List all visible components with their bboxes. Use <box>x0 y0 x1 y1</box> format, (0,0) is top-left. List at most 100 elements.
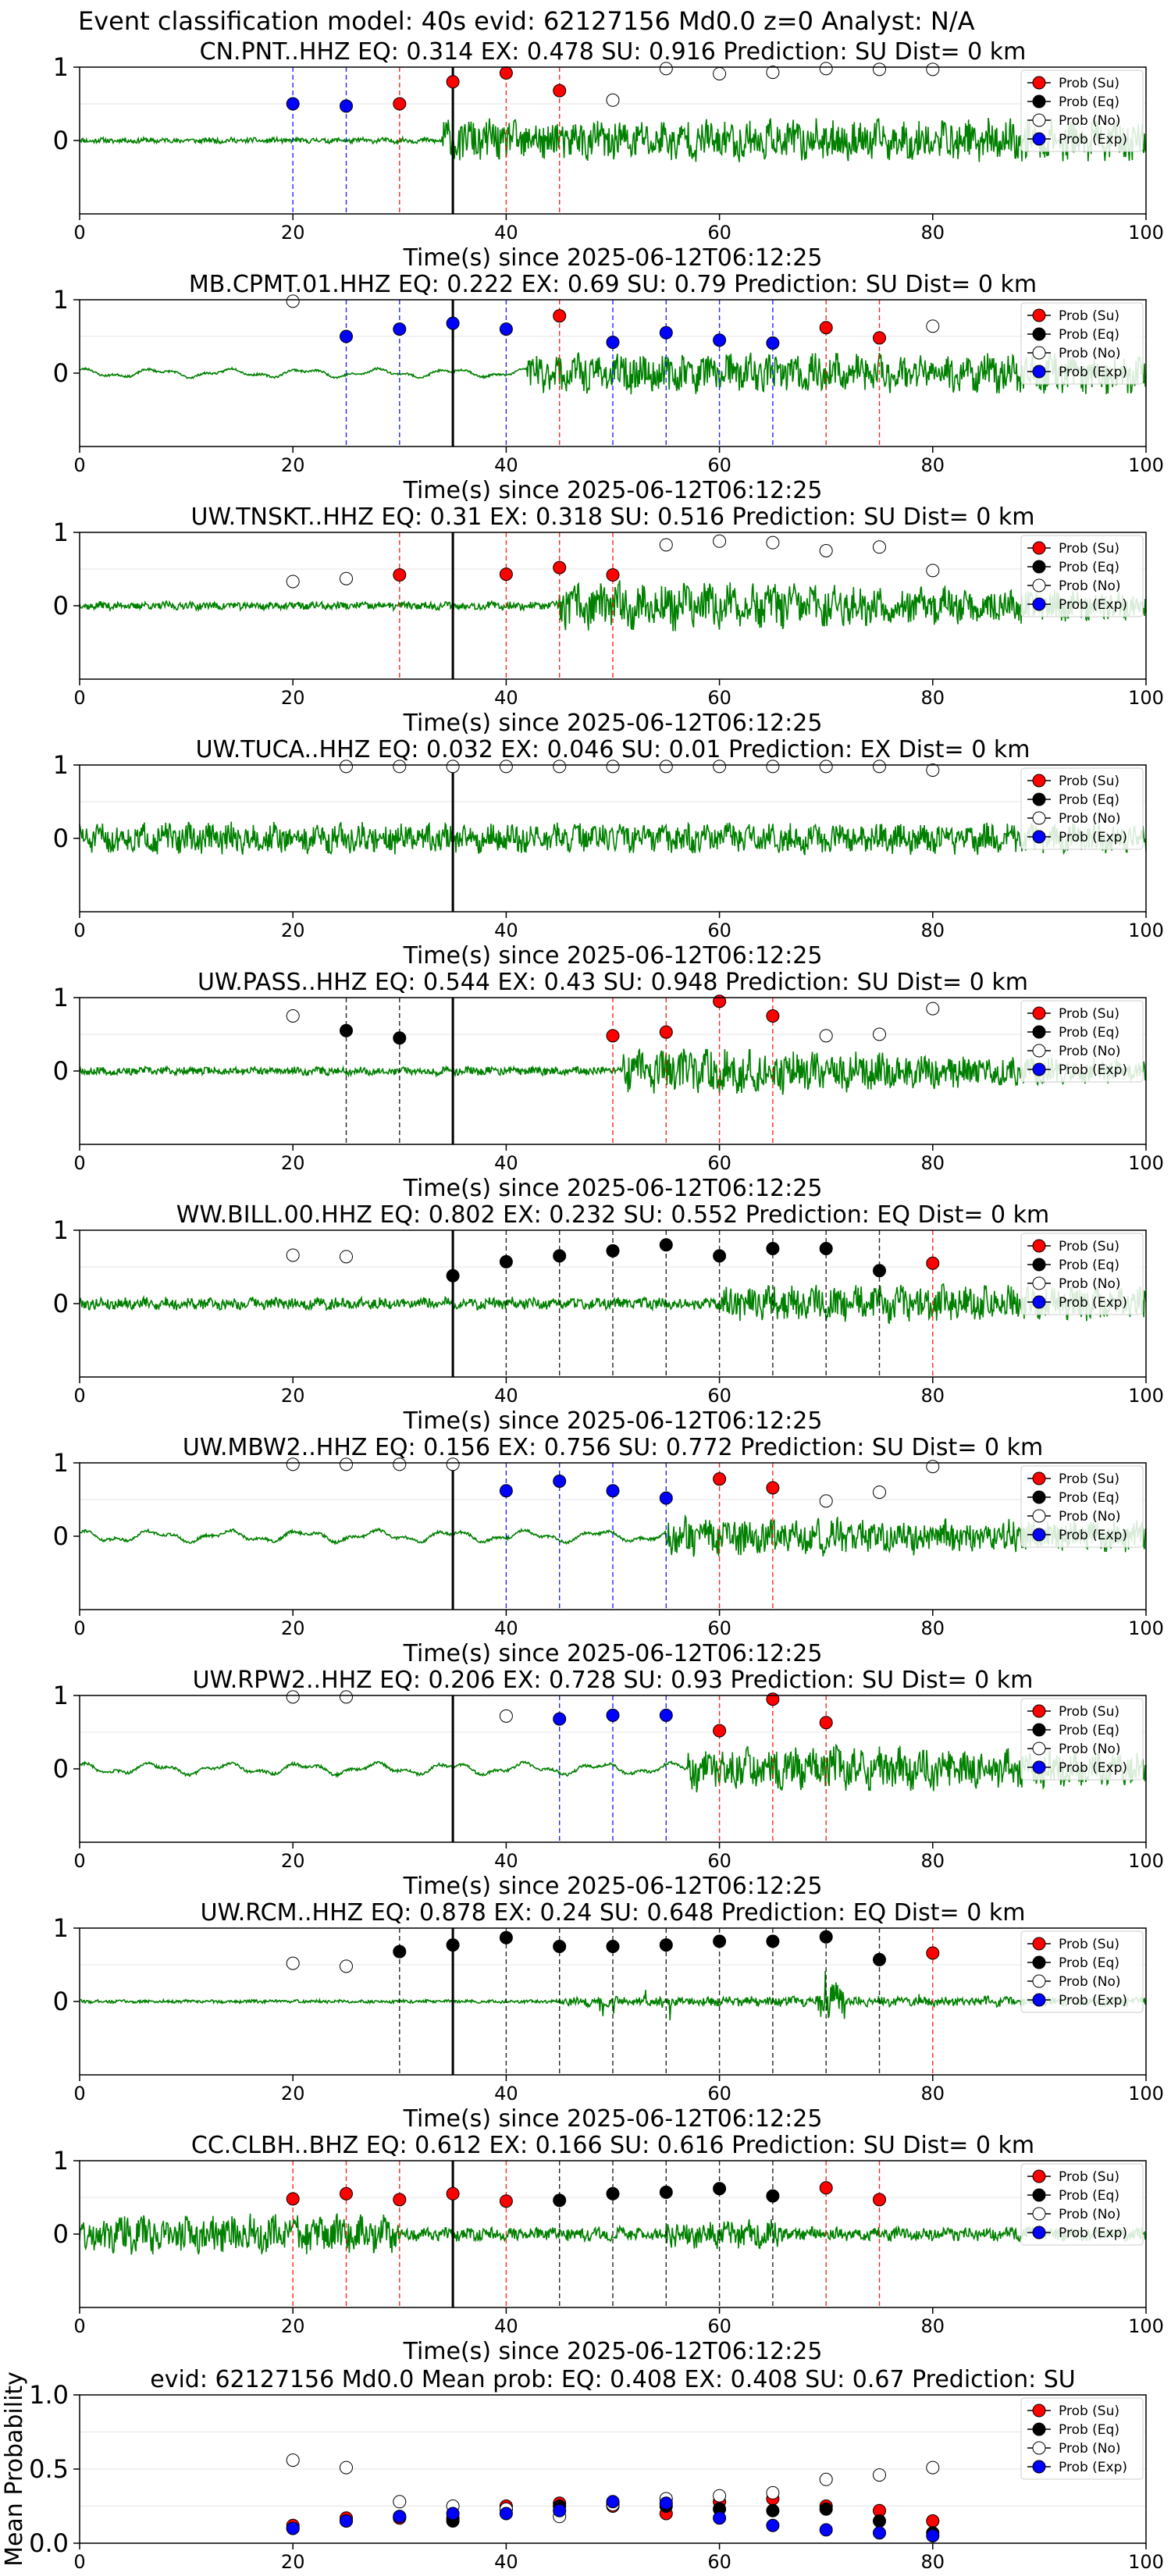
y-tick-label: 1 <box>53 750 69 780</box>
prob-point-su <box>659 1025 673 1039</box>
mean-point-exp <box>446 2507 460 2521</box>
mean-point-no <box>873 2468 886 2482</box>
legend-label-su: Prob (Su) <box>1059 1937 1119 1952</box>
x-tick-label: 60 <box>707 2551 731 2573</box>
prob-point-su <box>766 1481 780 1495</box>
legend-marker-no <box>1032 1276 1046 1290</box>
legend-label-exp: Prob (Exp) <box>1059 2460 1127 2475</box>
x-tick-label: 100 <box>1128 1152 1164 1174</box>
prob-point-exp <box>340 329 353 343</box>
prob-point-eq <box>766 1934 780 1948</box>
x-tick-label: 80 <box>921 2315 945 2337</box>
x-tick-label: 100 <box>1128 687 1164 709</box>
mean-point-no <box>340 2460 353 2475</box>
mean-point-exp <box>659 2496 673 2510</box>
legend-marker-su <box>1032 1704 1046 1718</box>
legend-label-exp: Prob (Exp) <box>1059 1295 1127 1311</box>
mean-point-exp <box>553 2503 567 2517</box>
x-axis-label: Time(s) since 2025-06-12T06:12:25 <box>403 2105 823 2133</box>
legend-frame <box>1020 1233 1144 1315</box>
legend-label-exp: Prob (Exp) <box>1059 1993 1127 2008</box>
x-tick-label: 0 <box>73 2551 85 2573</box>
x-tick-label: 100 <box>1128 2315 1164 2337</box>
mean-point-no <box>819 2472 833 2486</box>
prob-point-su <box>393 2193 407 2207</box>
panel-title: WW.BILL.00.HHZ EQ: 0.802 EX: 0.232 SU: 0… <box>176 1201 1050 1229</box>
x-tick-label: 60 <box>707 1385 731 1407</box>
prob-point-eq <box>446 1268 460 1283</box>
prob-point-no <box>340 1959 353 1973</box>
prob-point-eq <box>659 2185 673 2199</box>
panel-title: UW.MBW2..HHZ EQ: 0.156 EX: 0.756 SU: 0.7… <box>183 1434 1043 1461</box>
legend-label-no: Prob (No) <box>1059 2207 1121 2222</box>
x-tick-label: 60 <box>707 2315 731 2337</box>
prob-point-no <box>713 534 727 548</box>
y-tick-label: 0 <box>53 2219 69 2249</box>
mean-point-exp <box>286 2521 300 2535</box>
legend-marker-su <box>1032 1471 1046 1485</box>
y-tick-label: 0 <box>53 1056 69 1086</box>
x-tick-label: 40 <box>494 1385 518 1407</box>
prob-point-eq <box>553 1249 567 1263</box>
x-tick-label: 40 <box>494 1617 518 1639</box>
prob-point-no <box>286 294 300 308</box>
x-tick-label: 60 <box>707 920 731 941</box>
prob-point-eq <box>713 1934 727 1948</box>
mean-point-exp <box>713 2511 727 2525</box>
waveform-trace <box>79 117 1147 162</box>
legend-marker-su <box>1032 541 1046 555</box>
legend-marker-eq <box>1032 2188 1046 2202</box>
x-tick-label: 0 <box>73 222 85 244</box>
prob-point-no <box>340 1457 353 1471</box>
mean-point-exp <box>819 2523 833 2537</box>
x-tick-label: 60 <box>707 2083 731 2105</box>
legend-label-eq: Prob (Eq) <box>1059 327 1119 343</box>
legend-label-exp: Prob (Exp) <box>1059 1528 1127 1543</box>
mean-point-exp <box>499 2507 513 2521</box>
legend-marker-su <box>1032 1937 1046 1951</box>
y-tick-label: 1 <box>53 52 69 82</box>
prob-point-eq <box>819 1242 833 1255</box>
prob-point-eq <box>659 1238 673 1252</box>
legend: Prob (Su) Prob (Eq) Prob (No) Prob (Exp) <box>1020 1000 1144 1083</box>
x-axis-label: Time(s) since 2025-06-12T06:12:25 <box>403 1175 823 1202</box>
legend-label-no: Prob (No) <box>1059 1509 1121 1525</box>
x-tick-label: 80 <box>921 1385 945 1407</box>
panel-title: UW.PASS..HHZ EQ: 0.544 EX: 0.43 SU: 0.94… <box>198 969 1028 996</box>
prob-point-su <box>553 560 567 575</box>
waveform-trace <box>79 1743 1147 1793</box>
prob-point-no <box>926 564 940 578</box>
legend: Prob (Su) Prob (Eq) Prob (No) Prob (Exp) <box>1020 1233 1144 1315</box>
y-tick-label: 1 <box>53 1681 69 1710</box>
y-tick-label: 0 <box>53 358 69 388</box>
prob-point-exp <box>606 1484 620 1498</box>
legend-frame <box>1020 2397 1144 2480</box>
x-axis-label: Time(s) since 2025-06-12T06:12:25 <box>403 942 823 970</box>
legend: Prob (Su) Prob (Eq) Prob (No) Prob (Exp) <box>1020 2397 1144 2480</box>
legend-label-no: Prob (No) <box>1059 346 1121 361</box>
prob-point-su <box>819 2181 833 2195</box>
prob-point-su <box>393 568 407 582</box>
x-axis-label: Time(s) since 2025-06-12T06:12:25 <box>403 2338 823 2365</box>
legend: Prob (Su) Prob (Eq) Prob (No) Prob (Exp) <box>1020 1465 1144 1548</box>
mean-point-eq <box>873 2514 886 2528</box>
legend-marker-su <box>1032 2403 1046 2418</box>
mean-point-no <box>713 2489 727 2503</box>
prob-point-exp <box>606 1708 620 1722</box>
legend-label-su: Prob (Su) <box>1059 1006 1119 1022</box>
prob-point-exp <box>446 316 460 330</box>
x-tick-label: 100 <box>1128 1617 1164 1639</box>
legend-label-no: Prob (No) <box>1059 811 1121 827</box>
prob-point-su <box>446 2186 460 2201</box>
prob-point-su <box>713 994 727 1009</box>
legend-label-eq: Prob (Eq) <box>1059 1025 1119 1041</box>
prob-point-eq <box>606 1940 620 1953</box>
prob-point-su <box>340 2186 353 2201</box>
prob-point-eq <box>393 1031 407 1045</box>
prob-point-su <box>286 2192 300 2206</box>
legend-marker-eq <box>1032 1025 1046 1039</box>
prob-point-su <box>873 331 886 345</box>
legend-frame <box>1020 535 1144 617</box>
x-tick-label: 20 <box>281 920 305 941</box>
mean-point-no <box>393 2495 407 2509</box>
